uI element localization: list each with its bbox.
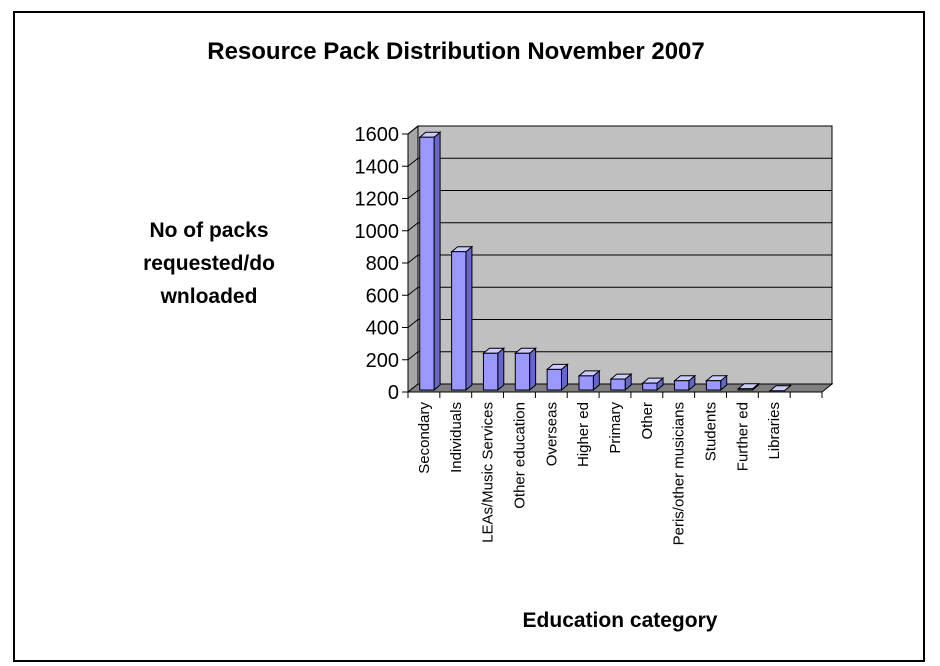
- y-tick-label: 1000: [355, 221, 400, 243]
- bar-front: [578, 375, 594, 391]
- bar-peris-other-musicians: [673, 374, 697, 392]
- bar-front: [514, 352, 531, 391]
- y-tick-label: 200: [366, 350, 399, 372]
- y-axis-label-line-1: No of packs: [149, 219, 269, 242]
- y-tick-label: 600: [366, 285, 399, 307]
- y-tick-label: 0: [388, 382, 399, 404]
- x-category-label: Primary: [607, 402, 624, 454]
- y-tick-label: 1200: [355, 189, 400, 211]
- bar-side: [433, 131, 441, 392]
- bar-front: [482, 352, 499, 391]
- bar-side: [497, 347, 505, 392]
- x-category-label: Further ed: [734, 402, 751, 471]
- chart-title: Resource Pack Distribution November 2007: [207, 38, 705, 65]
- bar-side: [465, 245, 473, 392]
- x-category-label: Other: [639, 402, 656, 440]
- y-axis-label-line-3: wnloaded: [160, 285, 258, 308]
- bar-front: [737, 388, 754, 391]
- bar-libraries: [768, 383, 792, 392]
- gridline: [407, 286, 832, 296]
- x-category-label: Overseas: [543, 402, 560, 466]
- gridline: [407, 222, 832, 232]
- gridline: [407, 254, 832, 264]
- bar-top: [768, 385, 792, 392]
- bar-front: [451, 251, 467, 391]
- gridline: [407, 190, 832, 199]
- bar-higher-ed: [577, 369, 601, 392]
- x-category-label: Higher ed: [575, 402, 592, 467]
- x-category-label: Secondary: [416, 402, 433, 474]
- x-category-label: Libraries: [766, 402, 783, 460]
- bar-further-ed: [736, 382, 760, 392]
- bar-front: [705, 380, 722, 391]
- y-axis-label-line-2: requested/do: [143, 252, 275, 275]
- bar-front: [674, 380, 690, 391]
- x-category-label: Peris/other musicians: [671, 402, 688, 545]
- bar-front: [610, 378, 626, 391]
- y-axis-label: No of packs requested/do wnloaded: [134, 214, 284, 313]
- gridline: [407, 157, 832, 167]
- y-tick-label: 1400: [355, 156, 400, 178]
- x-category-label: Students: [703, 402, 720, 461]
- x-category-label: Individuals: [448, 402, 465, 473]
- x-axis-label: Education category: [522, 609, 718, 632]
- gridline: [407, 125, 832, 135]
- bar-individuals: [450, 245, 474, 392]
- y-tick-label: 400: [366, 318, 399, 340]
- bar-overseas: [545, 363, 569, 392]
- bar-students: [704, 374, 729, 392]
- bar-other: [641, 377, 665, 392]
- y-tick-label: 1600: [355, 124, 400, 146]
- y-tick-label: 800: [366, 253, 399, 275]
- gridline: [407, 351, 832, 361]
- gridline: [407, 319, 832, 328]
- bar-other-education: [513, 347, 538, 392]
- bar-primary: [609, 373, 633, 392]
- bar-front: [419, 136, 435, 391]
- x-category-label: Other education: [511, 402, 528, 509]
- bar-front: [642, 382, 658, 391]
- bar-leas-music-services: [482, 347, 506, 392]
- bar-secondary: [418, 131, 442, 392]
- bar-front: [546, 368, 562, 391]
- bar-side: [529, 347, 537, 392]
- x-category-label: LEAs/Music Services: [480, 402, 497, 543]
